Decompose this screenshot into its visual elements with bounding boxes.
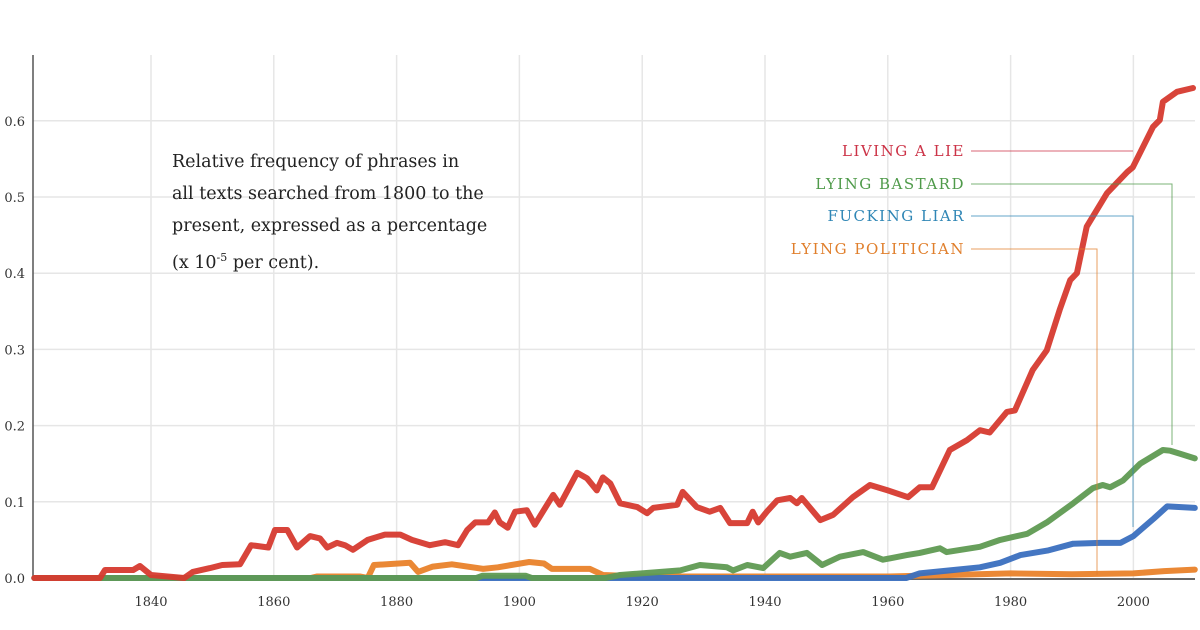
x-tick-label: 2000 <box>1117 595 1150 610</box>
x-tick-label: 1920 <box>626 595 659 610</box>
y-tick-label: 0.0 <box>4 572 25 587</box>
annotation-exponent: -5 <box>216 251 228 264</box>
y-tick-label: 0.6 <box>4 115 25 130</box>
legend-leader-line <box>971 215 1134 527</box>
annotation-prefix: (x 10 <box>172 252 217 273</box>
legend-label: LYING POLITICIAN <box>791 240 965 258</box>
annotation-line: present, expressed as a percentage <box>172 216 488 236</box>
series-line-fucking-liar <box>31 503 1198 581</box>
chart-annotation: Relative frequency of phrases in all tex… <box>172 146 487 279</box>
x-tick-label: 1880 <box>380 595 413 610</box>
x-tick-label: 1860 <box>257 595 290 610</box>
legend-leader-line <box>971 248 1098 575</box>
x-tick-label: 1900 <box>503 595 536 610</box>
x-tick-label: 1840 <box>134 595 167 610</box>
x-tick-label: 1940 <box>748 595 781 610</box>
series-line-lying-bastard <box>31 447 1198 581</box>
y-tick-label: 0.1 <box>4 496 25 511</box>
annotation-line: all texts searched from 1800 to the <box>172 184 484 204</box>
legend-label: LIVING A LIE <box>842 142 965 160</box>
annotation-line: (x 10-5 per cent). <box>172 242 487 279</box>
y-tick-label: 0.5 <box>4 191 25 206</box>
y-tick-label: 0.4 <box>4 267 25 282</box>
annotation-line: Relative frequency of phrases in <box>172 152 460 172</box>
legend-leader-line <box>971 183 1173 445</box>
y-tick-label: 0.2 <box>4 420 25 435</box>
y-tick-label: 0.3 <box>4 343 25 358</box>
x-tick-label: 1980 <box>994 595 1027 610</box>
annotation-suffix: per cent). <box>227 252 320 273</box>
x-tick-label: 1960 <box>871 595 904 610</box>
legend-label: LYING BASTARD <box>815 175 965 193</box>
legend-label: FUCKING LIAR <box>827 207 965 225</box>
series-line-living-a-lie <box>31 85 1196 581</box>
